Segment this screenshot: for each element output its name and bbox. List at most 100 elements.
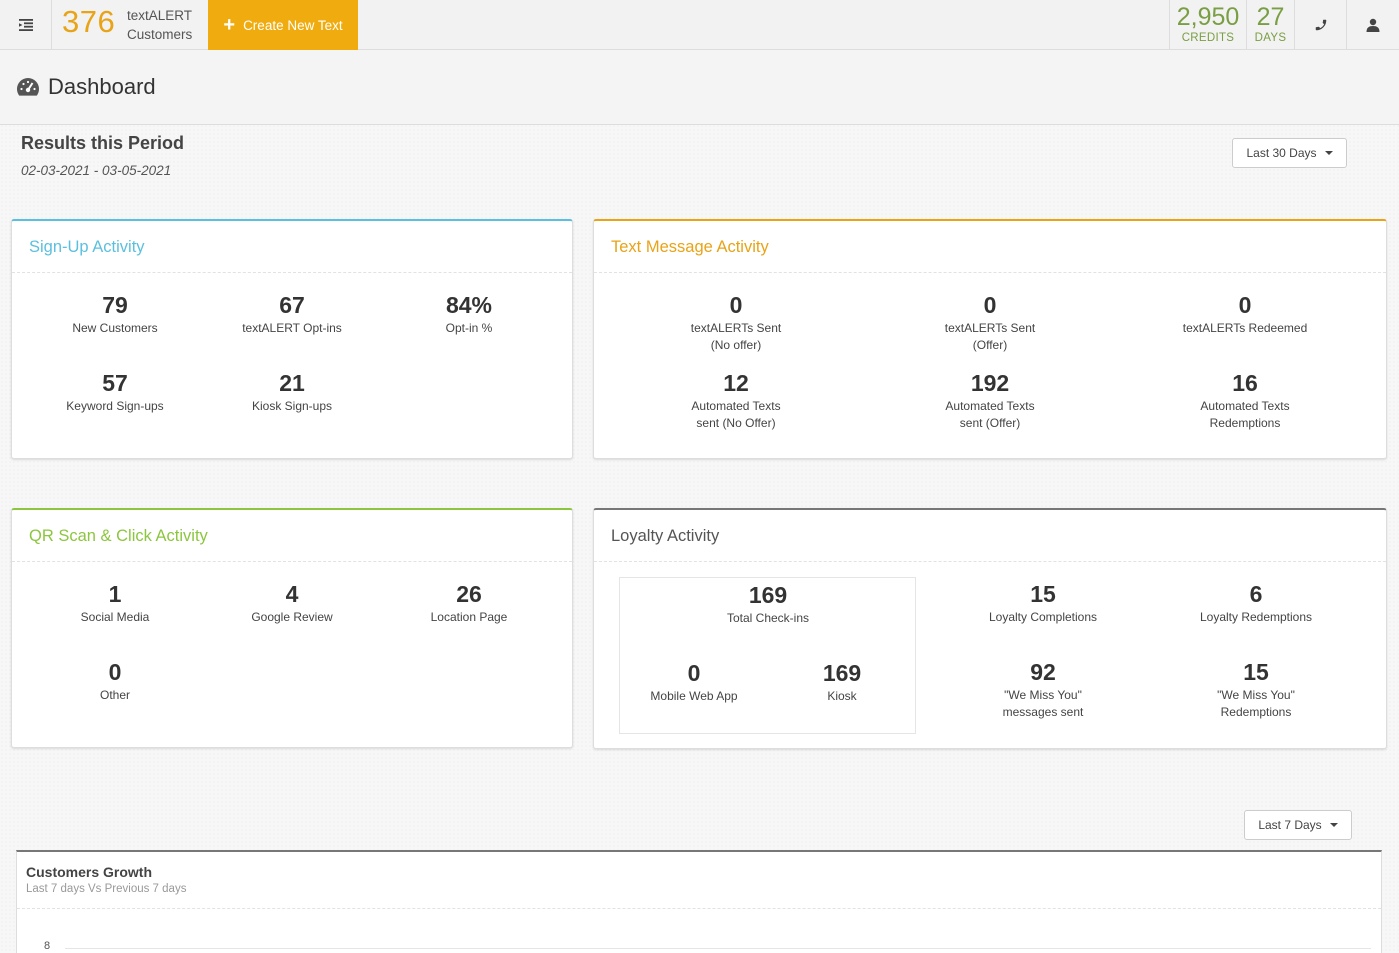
stat-automated-redemptions: 16 Automated Texts Redemptions [1165, 369, 1325, 432]
stat-label: Google Review [251, 610, 333, 624]
stat-value: 67 [279, 292, 305, 318]
stat-label-line1: Automated Texts [1200, 399, 1290, 413]
stat-label: New Customers [72, 321, 158, 335]
page-header: Dashboard [0, 50, 1399, 125]
stat-label: Location Page [430, 610, 508, 624]
loyalty-activity-title: Loyalty Activity [594, 510, 1386, 562]
days-value: 27 [1256, 3, 1285, 31]
stat-label-line2: sent (Offer) [959, 416, 1021, 430]
customers-growth-title: Customers Growth [26, 864, 153, 880]
stat-other: 0 Other [40, 658, 190, 704]
stat-value: 15 [1030, 581, 1056, 607]
stat-alerts-sent-offer: 0 textALERTs Sent (Offer) [910, 291, 1070, 354]
customers-count: 376 [62, 4, 116, 39]
stat-label-line1: "We Miss You" [1004, 688, 1082, 702]
stat-loyalty-completions: 15 Loyalty Completions [963, 580, 1123, 626]
y-axis-tick-label: 8 [44, 940, 51, 952]
phone-button[interactable] [1294, 0, 1346, 49]
stat-label-line2: Redemptions [1220, 705, 1292, 719]
stat-keyword-signups: 57 Keyword Sign-ups [40, 369, 190, 415]
stat-label: Opt-in % [445, 321, 493, 335]
stat-value: 84% [445, 292, 493, 318]
create-new-text-button[interactable]: + Create New Text [208, 0, 358, 50]
stat-value: 0 [108, 659, 122, 685]
stat-label-line2: sent (No Offer) [696, 416, 776, 430]
stat-value: 16 [1232, 370, 1258, 396]
stat-label-line1: "We Miss You" [1217, 688, 1295, 702]
stat-optins: 67 textALERT Opt-ins [217, 291, 367, 337]
credits-value: 2,950 [1176, 3, 1240, 31]
create-new-text-label: Create New Text [243, 17, 343, 33]
stat-label: Total Check-ins [726, 611, 810, 625]
stat-value: 0 [729, 292, 743, 318]
stat-value: 0 [1238, 292, 1252, 318]
days-label: DAYS [1254, 32, 1287, 44]
customers-label-line2: Customers [127, 27, 193, 42]
stat-we-miss-you-redemptions: 15 "We Miss You" Redemptions [1176, 658, 1336, 721]
stat-label: Loyalty Redemptions [1199, 610, 1313, 624]
stat-automated-offer: 192 Automated Texts sent (Offer) [910, 369, 1070, 432]
credits-label: CREDITS [1181, 32, 1235, 44]
qr-activity-title: QR Scan & Click Activity [12, 510, 572, 562]
stat-we-miss-you-sent: 92 "We Miss You" messages sent [963, 658, 1123, 721]
menu-toggle-button[interactable] [0, 0, 52, 49]
results-period-dates: 02-03-2021 - 03-05-2021 [21, 163, 172, 178]
stat-kiosk-signups: 21 Kiosk Sign-ups [217, 369, 367, 415]
signup-activity-title: Sign-Up Activity [12, 221, 572, 273]
period-range-dropdown[interactable]: Last 30 Days [1232, 138, 1347, 168]
stat-label-line2: Redemptions [1209, 416, 1281, 430]
stat-value: 92 [1030, 659, 1056, 685]
text-message-activity-panel: Text Message Activity 0 textALERTs Sent … [593, 219, 1387, 459]
stat-label: Social Media [80, 610, 150, 624]
stat-value: 26 [456, 581, 482, 607]
results-period-title: Results this Period [21, 133, 185, 153]
stat-value: 0 [687, 660, 701, 686]
stat-alerts-sent-no-offer: 0 textALERTs Sent (No offer) [656, 291, 816, 354]
stat-optin-percent: 84% Opt-in % [394, 291, 544, 337]
stat-total-checkins: 169 Total Check-ins [688, 581, 848, 627]
stat-label: Keyword Sign-ups [66, 399, 164, 413]
growth-range-dropdown[interactable]: Last 7 Days [1244, 810, 1352, 840]
customers-label-line1: textALERT [127, 8, 193, 23]
stat-label-line1: textALERTs Redeemed [1182, 321, 1308, 335]
stat-value: 169 [822, 660, 862, 686]
user-icon [1366, 18, 1379, 32]
chart-gridline [65, 948, 1371, 949]
stat-alerts-redeemed: 0 textALERTs Redeemed [1165, 291, 1325, 337]
stat-kiosk: 169 Kiosk [792, 659, 892, 705]
stat-value: 6 [1249, 581, 1263, 607]
qr-scan-click-activity-panel: QR Scan & Click Activity 1 Social Media … [11, 508, 573, 748]
page-title-wrap: Dashboard [16, 74, 156, 100]
customers-growth-subtitle: Last 7 days Vs Previous 7 days [26, 883, 187, 895]
signup-activity-panel: Sign-Up Activity 79 New Customers 67 tex… [11, 219, 573, 459]
dashboard-gauge-icon [17, 78, 39, 96]
customers-label: textALERT Customers [127, 6, 192, 44]
stat-google-review: 4 Google Review [217, 580, 367, 626]
stat-value: 21 [279, 370, 305, 396]
stat-label: Kiosk Sign-ups [251, 399, 333, 413]
growth-range-value: Last 7 Days [1258, 818, 1322, 832]
stat-label: Loyalty Completions [988, 610, 1098, 624]
customers-growth-chart: 8 [17, 932, 1381, 953]
loyalty-activity-panel: Loyalty Activity 169 Total Check-ins 0 M… [593, 508, 1387, 749]
stat-value: 0 [983, 292, 997, 318]
stat-label-line1: textALERTs Sent [690, 321, 782, 335]
user-menu-button[interactable] [1346, 0, 1398, 49]
top-navigation-bar: 376 textALERT Customers + Create New Tex… [0, 0, 1399, 50]
stat-value: 79 [102, 292, 128, 318]
stat-social-media: 1 Social Media [40, 580, 190, 626]
stat-mobile-web-app: 0 Mobile Web App [634, 659, 754, 705]
stat-label-line1: textALERTs Sent [944, 321, 1036, 335]
checkins-box: 169 Total Check-ins 0 Mobile Web App 169… [619, 577, 916, 734]
stat-label-line2: (Offer) [972, 338, 1008, 352]
stat-value: 12 [723, 370, 749, 396]
stat-label-line1: Automated Texts [945, 399, 1035, 413]
chevron-down-icon [1329, 823, 1338, 827]
stat-value: 1 [108, 581, 122, 607]
stat-location-page: 26 Location Page [394, 580, 544, 626]
chevron-down-icon [1324, 151, 1333, 155]
days-counter: 27 DAYS [1246, 0, 1294, 49]
credits-counter: 2,950 CREDITS [1169, 0, 1246, 49]
stat-label: Other [99, 688, 130, 702]
page-title: Dashboard [48, 74, 156, 99]
